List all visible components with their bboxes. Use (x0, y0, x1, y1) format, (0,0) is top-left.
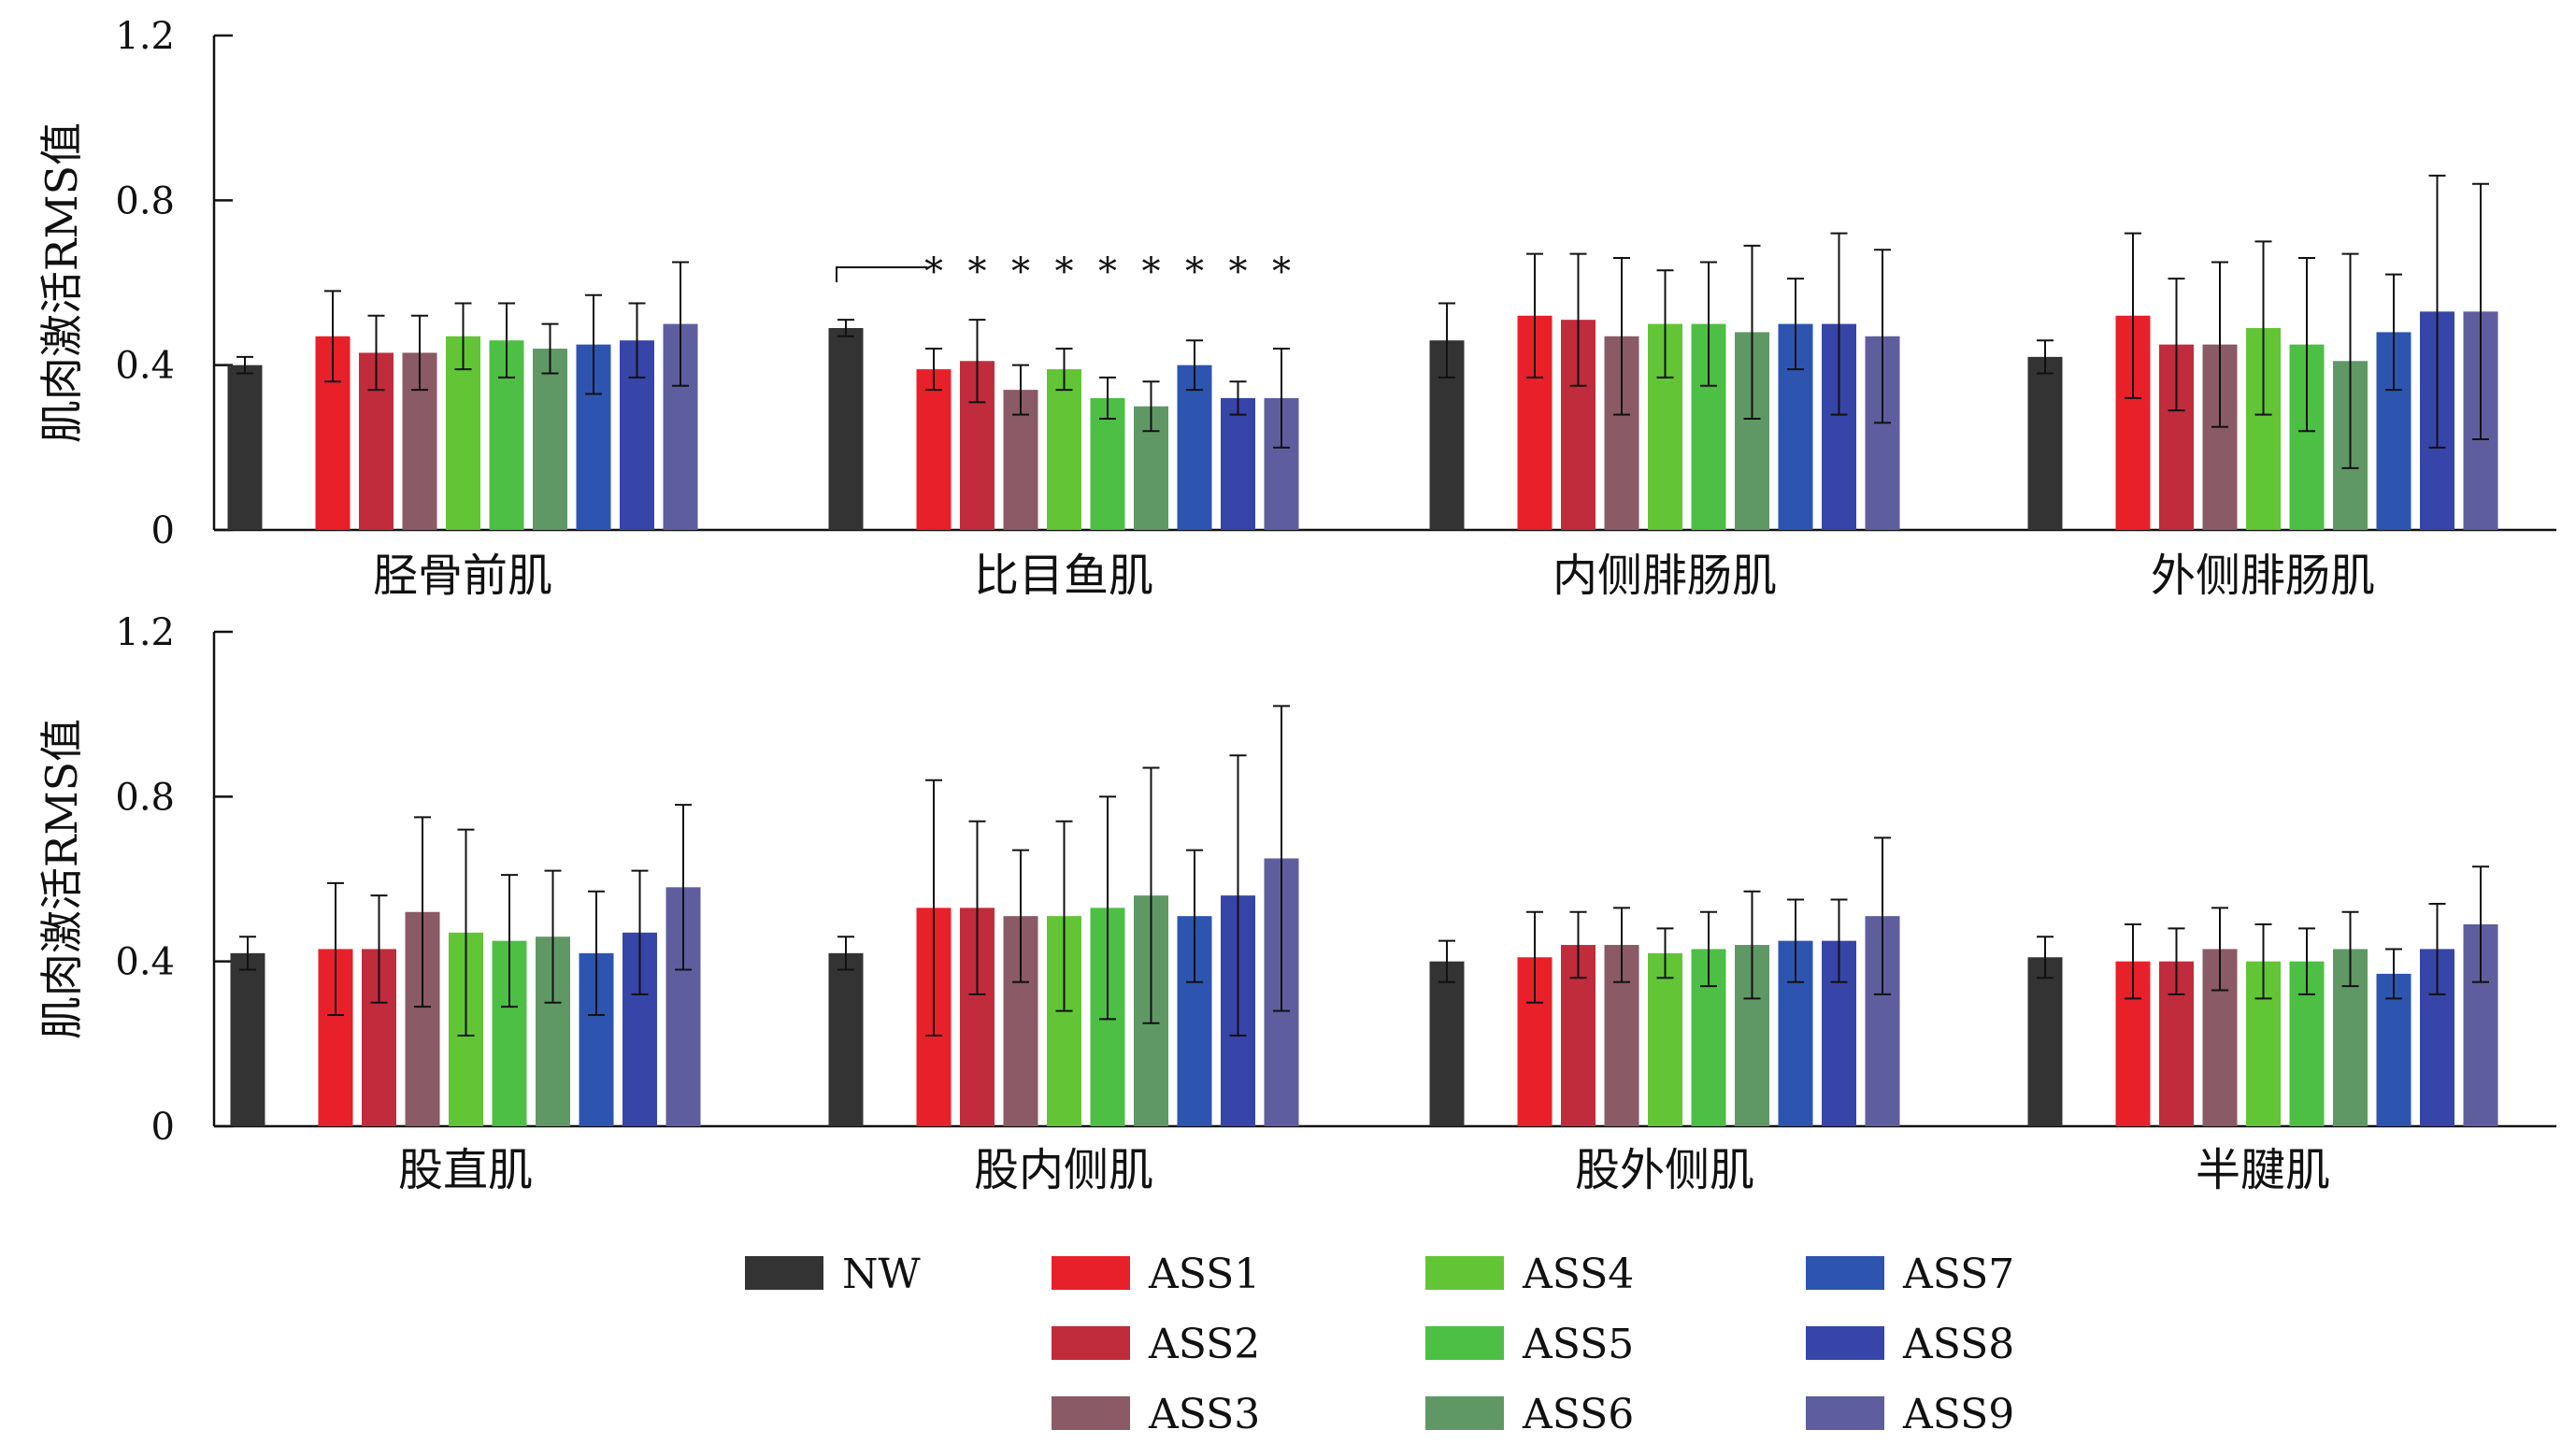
legend-swatch (1425, 1326, 1504, 1360)
bar-ass8 (1221, 397, 1255, 530)
bar-group: 半腱肌 (2027, 865, 2498, 1196)
legend-swatch (1052, 1396, 1130, 1430)
bar-group: 股直肌 (230, 804, 701, 1196)
legend-label: ASS7 (1902, 1251, 2014, 1298)
bar-group: 比目鱼肌 * * * * * * * * * (828, 250, 1299, 602)
significance-bracket (836, 266, 927, 282)
category-label: 半腱肌 (2196, 1144, 2330, 1196)
legend-item: ASS9 (1806, 1391, 2014, 1438)
legend-item: ASS5 (1425, 1321, 1634, 1368)
legend-item: ASS7 (1806, 1251, 2014, 1298)
legend-swatch (1806, 1396, 1884, 1430)
bar-ass4 (1047, 369, 1081, 530)
bar-group: 股内侧肌 (828, 705, 1299, 1196)
bar-nw (828, 327, 864, 530)
significance-star: * (1229, 250, 1248, 293)
legend-label: ASS6 (1522, 1391, 1634, 1438)
y-axis-title: 肌肉激活RMS值 (36, 122, 87, 443)
legend-swatch (1806, 1256, 1884, 1290)
bar-group: 外侧腓肠肌 (2027, 174, 2498, 602)
bar-nw (828, 952, 864, 1126)
bar-nw (2027, 356, 2063, 530)
category-label: 内侧腓肠肌 (1553, 550, 1777, 602)
category-label: 比目鱼肌 (974, 550, 1153, 602)
significance-star: * (1272, 250, 1291, 293)
category-label: 外侧腓肠肌 (2151, 550, 2375, 602)
legend-label: NW (842, 1251, 922, 1298)
bar-nw (1429, 961, 1465, 1126)
legend-label: ASS4 (1522, 1251, 1634, 1298)
legend-swatch (1052, 1326, 1130, 1360)
bar-group: 内侧腓肠肌 (1429, 232, 1900, 602)
significance-star: * (1055, 250, 1074, 293)
legend-item: ASS1 (1052, 1251, 1260, 1298)
legend-item: ASS6 (1425, 1391, 1634, 1438)
legend-item: ASS8 (1806, 1321, 2014, 1368)
significance-star: * (1011, 250, 1030, 293)
bar-group: 胫骨前肌 (227, 261, 698, 602)
legend-label: ASS1 (1148, 1251, 1260, 1298)
legend-label: ASS9 (1902, 1391, 2014, 1438)
significance-star: * (968, 250, 987, 293)
legend-item: ASS3 (1052, 1391, 1260, 1438)
legend: NW ASS1 ASS2 ASS3 ASS4 ASS5 ASS6 ASS7 ASS8 ASS9 (745, 1251, 2014, 1438)
bar-ass7 (1177, 365, 1212, 530)
legend-swatch (1806, 1326, 1884, 1360)
category-label: 胫骨前肌 (373, 550, 552, 602)
y-tick-label: 0.8 (115, 776, 175, 819)
legend-label: ASS8 (1902, 1321, 2014, 1368)
legend-swatch (1425, 1396, 1504, 1430)
category-label: 股内侧肌 (974, 1144, 1153, 1196)
significance-star: * (1142, 250, 1161, 293)
bar-ass5 (1090, 397, 1125, 530)
y-axis-title: 肌肉激活RMS值 (36, 719, 87, 1039)
bar-ass6 (533, 349, 567, 530)
y-tick-label: 1.2 (115, 15, 175, 58)
significance-star: * (1185, 250, 1204, 293)
bar-nw (230, 952, 265, 1126)
legend-swatch (745, 1256, 823, 1290)
y-tick-label: 0 (151, 509, 175, 552)
legend-item: ASS4 (1425, 1251, 1634, 1298)
bar-group: 股外侧肌 (1429, 836, 1900, 1196)
legend-swatch (1052, 1256, 1130, 1290)
category-label: 股外侧肌 (1575, 1144, 1754, 1196)
y-tick-label: 0 (151, 1106, 175, 1149)
legend-item: ASS2 (1052, 1321, 1260, 1368)
y-tick-label: 0.4 (115, 941, 175, 984)
bar-ass1 (916, 369, 952, 530)
significance-star: * (1098, 250, 1117, 293)
bar-nw (2027, 957, 2063, 1126)
y-tick-label: 0.4 (115, 345, 175, 388)
y-tick-label: 1.2 (115, 611, 175, 654)
legend-label: ASS5 (1522, 1321, 1634, 1368)
bar-nw (227, 365, 263, 530)
category-label: 股直肌 (398, 1144, 533, 1196)
significance-star: * (924, 250, 943, 293)
bar-ass4 (1648, 952, 1682, 1126)
legend-label: ASS2 (1148, 1321, 1260, 1368)
legend-label: ASS3 (1148, 1391, 1260, 1438)
legend-item: NW (745, 1251, 922, 1298)
y-tick-label: 0.8 (115, 179, 175, 222)
legend-swatch (1425, 1256, 1504, 1290)
